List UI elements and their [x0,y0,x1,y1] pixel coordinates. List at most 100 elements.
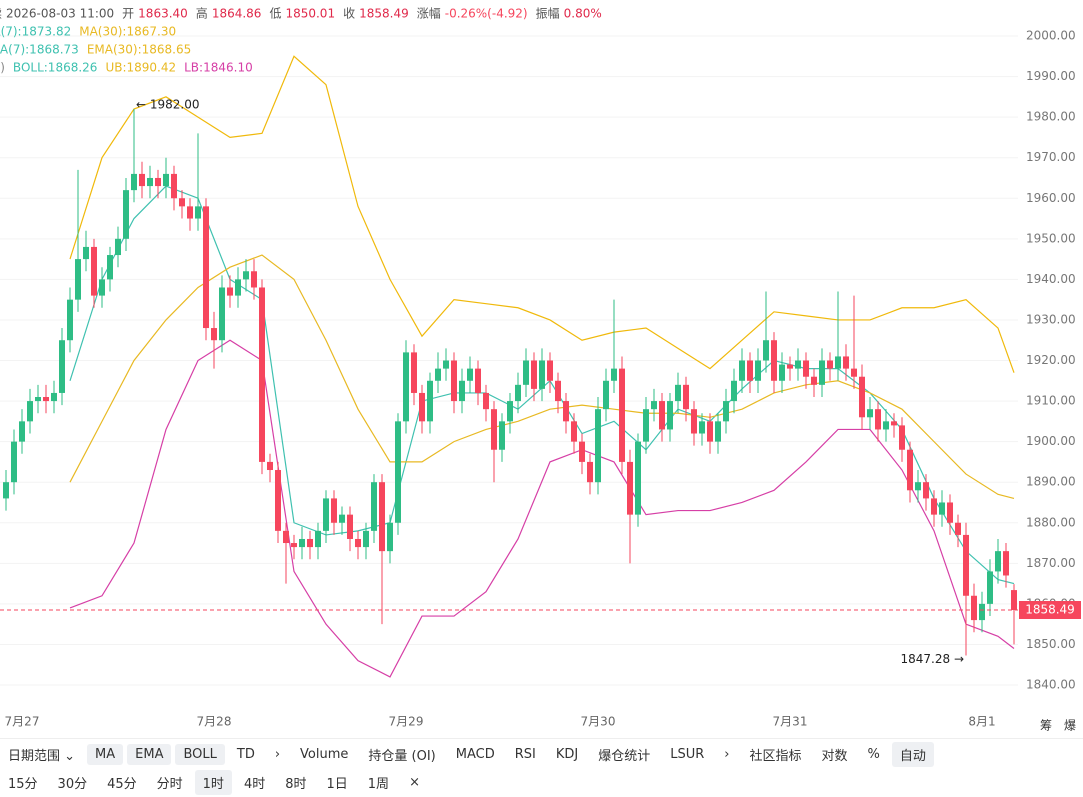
candle-body [803,360,809,377]
candle-body [379,482,385,552]
toolbar-button[interactable]: › [724,746,730,762]
toolbar-button[interactable]: 4时 [243,776,266,792]
candle-body [611,368,617,381]
legend-item: UB:1890.42 [105,61,176,75]
candle-body [875,409,881,430]
candle-body [347,514,353,539]
indicator-toolbar: 日期范围 ⌄ MA EMA BOLL TD › Volume 持仓量 (OI) MACD RSI K… [0,738,1083,769]
candle-body [395,421,401,523]
legend-item: LB:1846.10 [184,61,253,75]
candle-body [795,360,801,369]
candle-body [779,364,785,381]
candle-body [219,287,225,341]
candle-body [235,279,241,296]
candle-body [339,514,345,523]
y-tick-label: 1950.00 [1026,231,1076,245]
candle-body [35,397,41,402]
candle-body [763,340,769,361]
candle-body [579,441,585,462]
toolbar-button[interactable]: 1时 [194,769,232,795]
toolbar-button[interactable]: % [867,746,880,762]
candle-body [1003,551,1009,576]
last-price-tag [1019,600,1081,619]
legend-item: MA(7):1873.82 [0,25,71,39]
candle-body [787,364,793,369]
header-item: 1850.01 [285,7,335,21]
toolbar-button[interactable]: 自动 [891,741,934,767]
candle-body [731,380,737,402]
toolbar-button[interactable]: RSI [514,746,536,762]
corner-icon: 筹 [1040,719,1052,733]
toolbar-button[interactable]: 15分 [8,776,38,792]
candle-body [491,409,497,450]
toolbar-button[interactable]: 持仓量 (OI) [368,748,436,764]
candle-body [619,368,625,462]
toolbar-button[interactable]: 1周 [367,776,390,792]
candle-body [211,328,217,341]
toolbar-button[interactable]: BOLL [175,743,225,765]
candle-body [587,461,593,483]
candle-body [835,356,841,369]
x-tick-label: 7月31 [773,715,808,729]
toolbar-button[interactable]: › [274,746,281,762]
candle-body [603,380,609,410]
candle-body [691,409,697,434]
candle-body [171,173,177,199]
candle-body [667,401,673,430]
candle-body [859,376,865,418]
candle-body [987,571,993,604]
toolbar-button[interactable]: 对数 [821,748,848,764]
candle-body [307,538,313,548]
candle-body [547,360,553,381]
candle-body [843,356,849,369]
toolbar-button[interactable]: 30分 [57,776,88,792]
toolbar-button[interactable]: × [409,774,420,790]
toolbar-button[interactable]: 45分 [107,776,137,792]
toolbar-button[interactable]: KDJ [555,746,579,762]
indicator-line [69,55,1015,373]
toolbar-button[interactable]: MA [87,743,124,765]
candle-body [723,401,729,422]
candle-body [323,498,329,531]
candle-body [851,368,857,377]
candle-body [475,368,481,393]
candle-body [243,271,249,280]
candle-body [1011,590,1017,610]
toolbar-button[interactable]: 1日 [326,776,348,792]
candle-body [627,461,633,515]
candle-body [355,538,361,548]
toolbar-button[interactable]: 日期范围 ⌄ [8,748,76,764]
candle-body [443,360,449,369]
candle-body [451,360,457,402]
last-price-label: 1858.49 [1025,602,1075,616]
candle-body [11,441,17,483]
legend-item: MA(30):1867.30 [79,25,176,39]
candle-body [715,421,721,442]
candle-body [955,522,961,535]
toolbar-button[interactable]: EMA [127,743,172,765]
annotation: 1847.28 → [901,652,965,666]
toolbar-button[interactable]: Volume [300,746,349,762]
candle-body [883,421,889,430]
chart: 1840.001850.001860.001870.001880.001890.… [0,5,1081,733]
y-tick-label: 1850.00 [1026,637,1076,651]
x-tick-label: 8月1 [968,715,995,729]
candle-body [899,425,905,450]
y-tick-label: 1880.00 [1026,515,1076,529]
toolbar-button[interactable]: 分时 [156,776,183,792]
candle-body [563,401,569,422]
toolbar-button[interactable]: MACD [455,746,495,762]
toolbar-button[interactable]: 爆仓统计 [598,748,651,764]
candle-body [187,206,193,219]
toolbar-button[interactable]: TD [236,746,255,762]
candle-body [115,238,121,256]
candle-body [499,421,505,450]
toolbar-button[interactable]: 8时 [285,776,307,792]
candle-body [435,368,441,381]
candle-body [43,397,49,402]
header-item: 1858.49 [359,7,409,21]
toolbar-button[interactable]: 社区指标 [749,748,802,764]
candle-body [275,470,281,531]
toolbar-button[interactable]: LSUR [670,746,705,762]
legend-item: EMA(7):1868.73 [0,43,79,57]
